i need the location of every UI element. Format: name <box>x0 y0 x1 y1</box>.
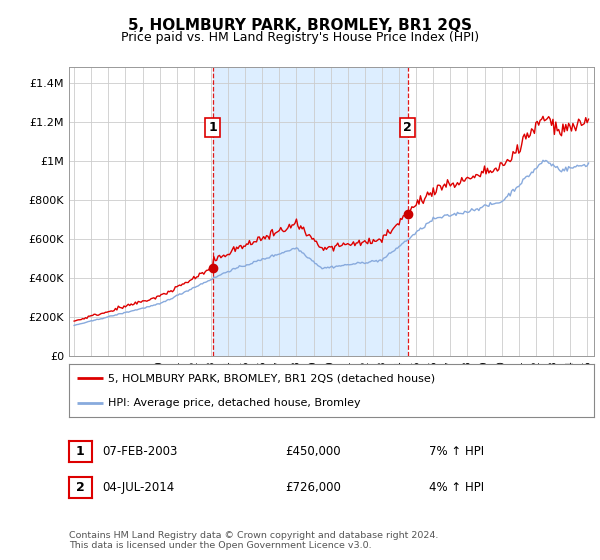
Text: 5, HOLMBURY PARK, BROMLEY, BR1 2QS (detached house): 5, HOLMBURY PARK, BROMLEY, BR1 2QS (deta… <box>109 374 436 384</box>
Text: Price paid vs. HM Land Registry's House Price Index (HPI): Price paid vs. HM Land Registry's House … <box>121 31 479 44</box>
Text: £450,000: £450,000 <box>285 445 341 458</box>
Text: 2: 2 <box>403 122 412 134</box>
Text: Contains HM Land Registry data © Crown copyright and database right 2024.
This d: Contains HM Land Registry data © Crown c… <box>69 530 439 550</box>
Text: HPI: Average price, detached house, Bromley: HPI: Average price, detached house, Brom… <box>109 398 361 408</box>
Bar <box>212 67 407 356</box>
Text: 4% ↑ HPI: 4% ↑ HPI <box>429 481 484 494</box>
Text: 1: 1 <box>208 122 217 134</box>
Text: 04-JUL-2014: 04-JUL-2014 <box>102 481 174 494</box>
Text: 1: 1 <box>76 445 85 458</box>
Text: £726,000: £726,000 <box>285 481 341 494</box>
Text: 07-FEB-2003: 07-FEB-2003 <box>102 445 178 458</box>
Text: 2: 2 <box>76 481 85 494</box>
Text: 5, HOLMBURY PARK, BROMLEY, BR1 2QS: 5, HOLMBURY PARK, BROMLEY, BR1 2QS <box>128 18 472 33</box>
Text: 7% ↑ HPI: 7% ↑ HPI <box>429 445 484 458</box>
